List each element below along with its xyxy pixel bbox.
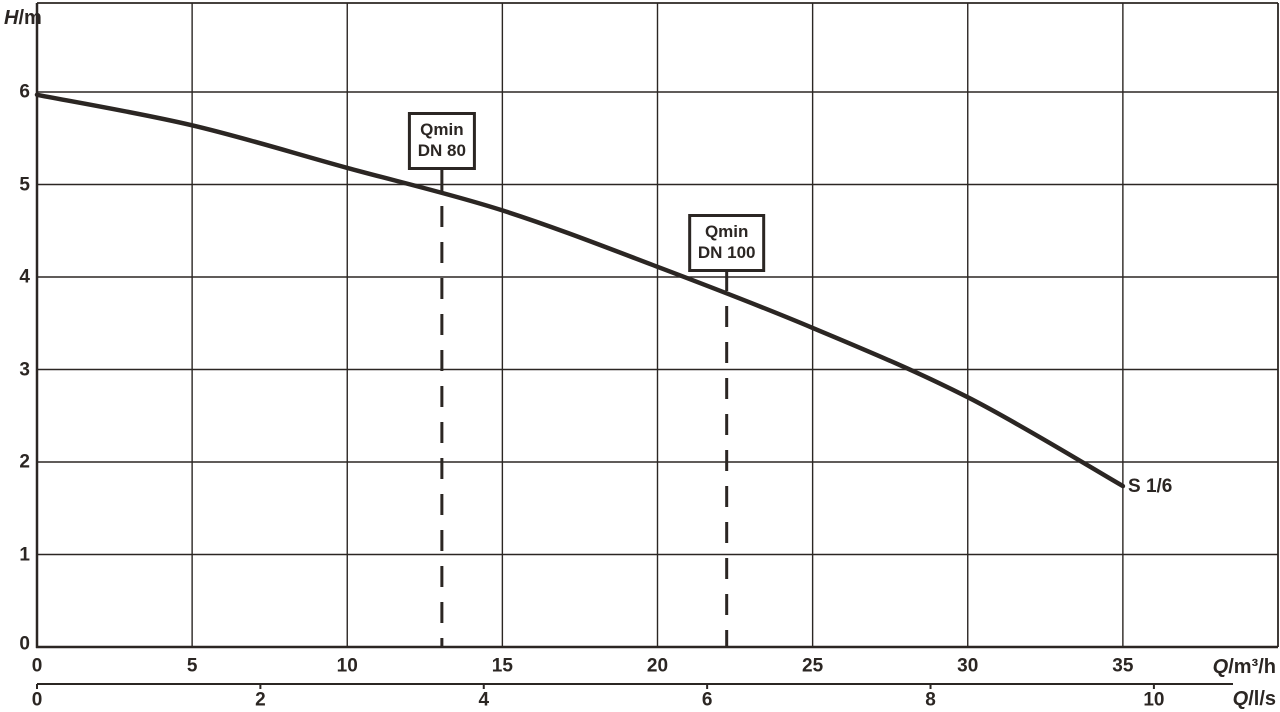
- y-tick-label: 6: [19, 81, 30, 103]
- x-axis-primary-title: Q/m³/h: [1213, 657, 1276, 677]
- x-tick-label-ls: 4: [478, 689, 490, 711]
- x-axis-secondary-title: Q/l/s: [1233, 689, 1276, 709]
- qmin-dn100-box: Qmin DN 100: [687, 214, 766, 272]
- x-axis-primary-variable: Q: [1212, 656, 1229, 678]
- qmin-dn80-box: Qmin DN 80: [407, 112, 476, 170]
- qmin-dn80-line2: DN 80: [417, 141, 466, 161]
- x-tick-label-m3h: 20: [646, 655, 669, 677]
- x-tick-label-ls: 6: [701, 689, 713, 711]
- y-tick-label: 0: [19, 633, 30, 655]
- x-tick-label-ls: 8: [925, 689, 936, 711]
- y-axis-title: H/m: [4, 8, 42, 28]
- pump-curve-s1-6: [34, 92, 1126, 489]
- y-tick-label: 3: [19, 359, 30, 380]
- y-tick-label: 5: [19, 174, 30, 195]
- x-tick-label-m3h: 25: [802, 655, 824, 677]
- y-axis-variable: H: [4, 7, 19, 29]
- x-tick-label-ls: 10: [1143, 689, 1165, 711]
- y-axis-unit: /m: [18, 7, 42, 29]
- x-tick-label-m3h: 0: [31, 655, 43, 677]
- x-tick-label-m3h: 10: [336, 655, 358, 677]
- curve-label: S 1/6: [1128, 476, 1173, 497]
- x-tick-label-m3h: 15: [491, 655, 513, 677]
- qmin-dn100-line1: Qmin: [704, 222, 749, 241]
- qmin-dn100-line2: DN 100: [697, 243, 756, 263]
- x-axis-primary-unit: /m³/h: [1228, 656, 1276, 678]
- y-tick-label: 2: [19, 451, 30, 473]
- x-axis-secondary-variable: Q: [1232, 688, 1249, 710]
- x-tick-label-m3h: 30: [957, 655, 979, 677]
- y-tick-label: 1: [19, 544, 30, 565]
- qmin-dn80-line1: Qmin: [420, 120, 464, 139]
- x-axis-secondary-unit: /l/s: [1248, 688, 1276, 710]
- x-tick-label-m3h: 5: [186, 655, 198, 677]
- x-tick-label-ls: 2: [255, 689, 266, 711]
- x-tick-label-m3h: 35: [1112, 655, 1134, 677]
- y-tick-label: 4: [19, 266, 30, 288]
- x-tick-label-ls: 0: [31, 689, 43, 711]
